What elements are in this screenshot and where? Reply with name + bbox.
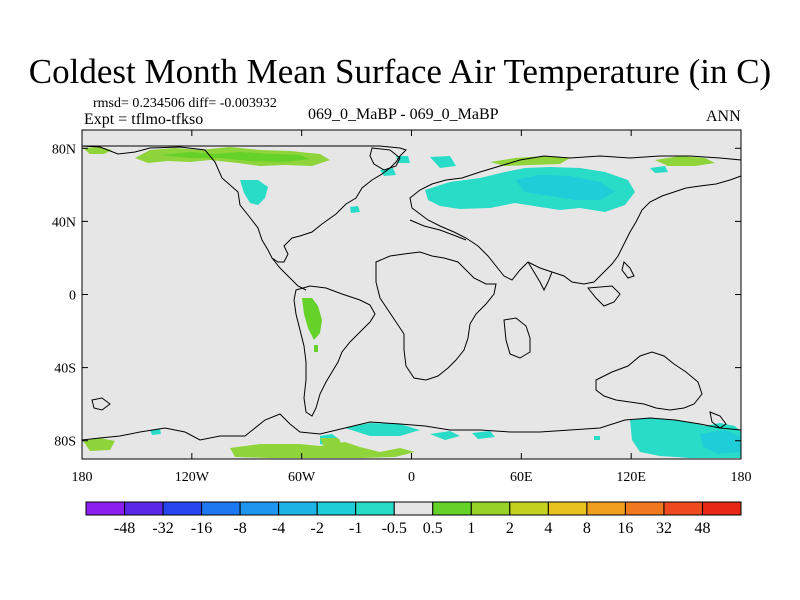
colorbar-swatch [509,501,549,516]
fill-antarctic-east-cyan-2 [700,430,741,454]
lat-tick-label: 40S [54,362,76,377]
colorbar-label: -16 [191,520,212,537]
colorbar-label: 2 [506,520,514,537]
lat-tick-label: 40N [52,215,76,230]
colorbar-label: -0.5 [382,520,407,537]
fill-eurasia-cyan-inner [515,175,615,200]
fill-siberia-green-2 [655,156,715,166]
fill-antarctic-west-green [83,438,115,451]
colorbar-swatch [432,501,472,516]
coast-greenland [369,147,401,171]
lon-tick-label: 60W [288,470,316,485]
colorbar-label: -4 [272,520,285,537]
colorbar-swatch [355,501,395,516]
lon-tick-label: 0 [408,470,415,485]
coast-antarctic-islands [91,397,111,411]
map-background [82,130,741,459]
latitude-ticks: 80N 40N 0 40S 80S [52,142,741,450]
colorbar-swatch [586,501,626,516]
lat-tick-label: 80S [54,435,76,450]
colorbar-swatch [278,501,318,516]
fill-arctic-america-inner [160,152,310,162]
colorbar-swatch [316,501,357,516]
lon-tick-label: 180 [731,470,752,485]
lon-tick-label: 60E [510,470,533,485]
coast-antarctica [81,413,742,441]
colorbar-swatch [547,501,588,516]
lat-tick-label: 80N [52,142,76,157]
map-title: Coldest Month Mean Surface Air Temperatu… [28,52,772,91]
rmsd-diff-label: rmsd= 0.234506 diff= -0.003932 [93,96,277,111]
colorbar-label: -8 [233,520,246,537]
colorbar-label: -48 [114,520,135,537]
colorbar-label: 16 [617,520,633,537]
fill-canada-cyan [240,180,268,205]
coast-se-asia [587,285,621,307]
lon-tick-label: 180 [72,470,93,485]
colorbar-label: 4 [544,520,552,537]
colorbar-swatch [470,501,511,516]
colorbar-label: 1 [467,520,475,537]
fill-south-cyan-2 [345,423,420,436]
longitude-ticks: 180 120W 60W 0 60E 120E 180 [72,130,752,485]
colorbar-swatch [701,501,742,516]
fill-south-cyan-3 [430,431,460,440]
colorbar-label: 8 [583,520,591,537]
colorbar-label: -2 [311,520,324,537]
experiment-label: Expt = tflmo-tfkso [84,111,204,128]
colorbar-swatch [663,501,703,516]
colorbar-swatch [624,501,665,516]
coast-north-america [81,145,407,263]
colorbar-swatch [124,501,164,516]
colorbar-swatch [239,501,280,516]
lat-tick-label: 0 [69,289,76,304]
fill-arctic-small-2 [430,156,456,168]
coast-south-america [293,285,376,417]
colorbar-label: 32 [656,520,672,537]
coast-australia [595,351,703,411]
colorbar-label: -1 [349,520,362,537]
coast-mediterranean [409,219,467,241]
colorbar-swatch [201,501,241,516]
coast-japan [621,261,635,279]
fill-south-america [302,298,322,340]
fill-antarctic-green-2 [320,438,343,449]
colorbar-label: 48 [694,520,710,537]
coast-eurasia [409,155,742,285]
lon-tick-label: 120W [175,470,210,485]
fill-south-cyan-4 [472,431,495,439]
fill-sa-small [314,345,318,352]
colorbar-swatch [162,501,203,516]
coast-india [527,261,553,292]
case-label: 069_0_MaBP - 069_0_MaBP [308,106,499,123]
lon-tick-label: 120E [616,470,646,485]
colorbar-label: 0.5 [423,520,443,537]
fill-siberia-cyan [650,166,668,173]
fill-south-cyan-6 [594,436,600,440]
coast-central-america [271,257,307,291]
colorbar: -48 -32 -16 -8 -4 -2 -1 -0.5 0.5 1 2 4 8 16 32 48 [85,501,742,537]
fill-south-cyan-5 [150,429,161,435]
colorbar-swatch [393,501,434,516]
coast-madagascar [503,317,531,359]
season-label: ANN [706,108,741,125]
fill-small-4 [350,206,360,213]
colorbar-label: -32 [152,520,173,537]
coast-new-zealand [709,411,727,429]
anomaly-fills [83,147,741,458]
fill-antarctic-green [230,442,415,458]
coastlines [81,145,742,441]
colorbar-swatch [85,501,126,516]
coast-africa [375,251,497,381]
